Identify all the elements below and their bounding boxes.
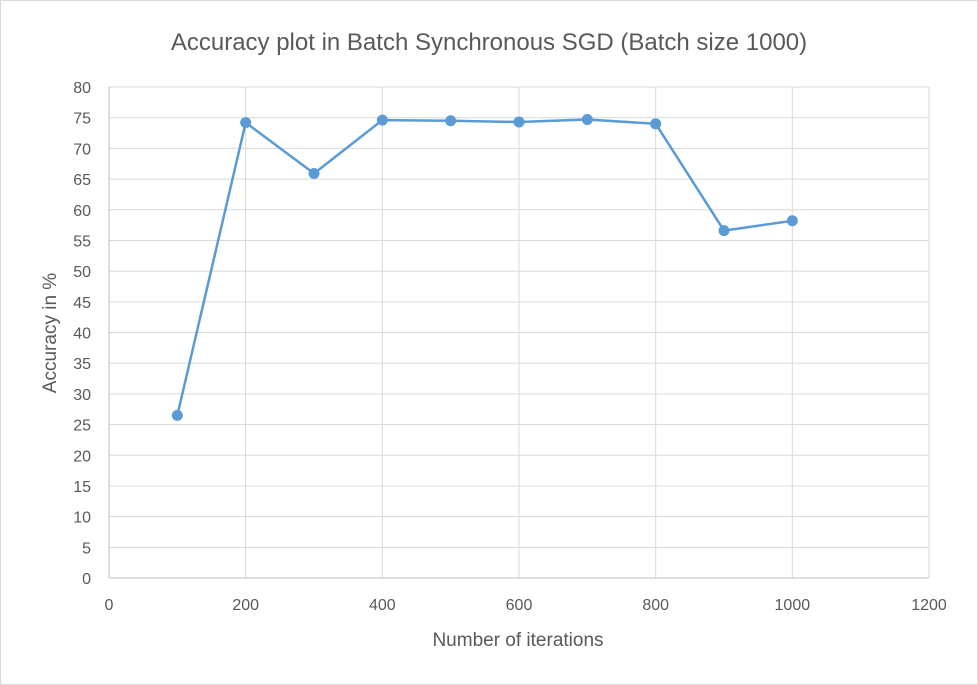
y-tick-label: 30 xyxy=(73,387,91,404)
data-point xyxy=(376,114,388,126)
y-tick-label: 25 xyxy=(73,418,91,435)
y-tick-label: 15 xyxy=(73,479,91,496)
data-point xyxy=(308,168,320,180)
data-point xyxy=(581,114,593,126)
x-axis-tick-labels: 0 200 400 600 800 1000 1200 xyxy=(105,597,947,614)
gridlines xyxy=(109,86,930,578)
y-tick-label: 40 xyxy=(73,326,91,343)
y-tick-label: 55 xyxy=(73,233,91,250)
data-point xyxy=(240,117,252,129)
y-tick-label: 80 xyxy=(73,80,91,97)
y-tick-label: 45 xyxy=(73,295,91,312)
y-axis-title: Accuracy in % xyxy=(40,273,61,393)
x-tick-label: 600 xyxy=(506,597,533,614)
y-tick-label: 60 xyxy=(73,203,91,220)
x-tick-label: 1000 xyxy=(775,597,811,614)
y-tick-label: 5 xyxy=(82,540,91,557)
x-tick-label: 0 xyxy=(105,597,114,614)
y-tick-label: 65 xyxy=(73,172,91,189)
series-line xyxy=(176,118,793,416)
y-tick-label: 75 xyxy=(73,111,91,128)
x-axis-title: Number of iterations xyxy=(432,630,603,651)
data-point xyxy=(650,118,662,130)
axes xyxy=(108,87,929,579)
y-tick-label: 20 xyxy=(73,448,91,465)
y-tick-label: 10 xyxy=(73,510,91,527)
y-tick-label: 0 xyxy=(82,571,91,588)
y-tick-label: 50 xyxy=(73,264,91,281)
data-point xyxy=(786,215,798,227)
series-accuracy xyxy=(171,114,798,421)
data-point xyxy=(171,409,183,421)
y-axis-tick-labels: 0 5 10 15 20 25 30 35 40 45 50 55 60 65 70 75 80 xyxy=(73,80,91,588)
x-tick-label: 800 xyxy=(642,597,669,614)
y-tick-label: 70 xyxy=(73,141,91,158)
data-point xyxy=(513,116,525,128)
y-tick-label: 35 xyxy=(73,356,91,373)
x-tick-label: 1200 xyxy=(911,597,947,614)
chart-title: Accuracy plot in Batch Synchronous SGD (… xyxy=(171,29,807,56)
x-tick-label: 200 xyxy=(232,597,259,614)
data-point xyxy=(718,225,730,237)
data-point xyxy=(445,115,457,127)
x-tick-label: 400 xyxy=(369,597,396,614)
